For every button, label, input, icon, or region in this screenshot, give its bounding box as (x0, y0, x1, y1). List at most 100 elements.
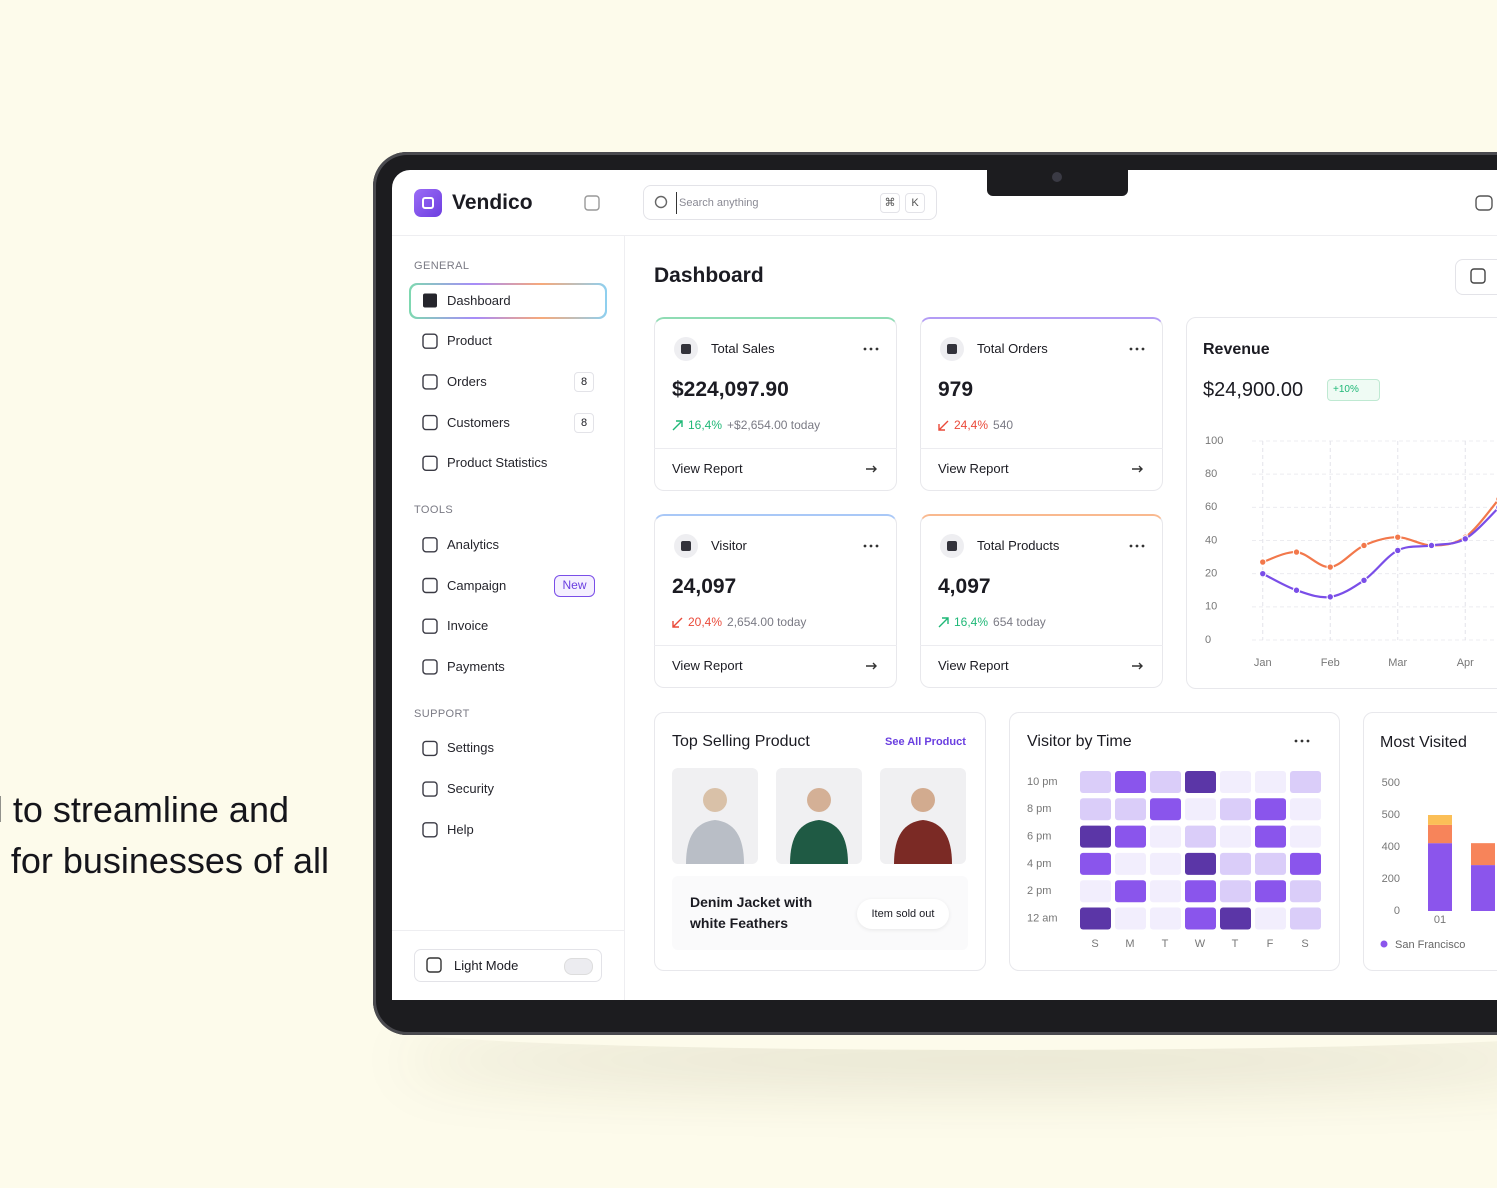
stat-link[interactable]: View Report (672, 461, 743, 476)
stat-change-row: 16,4% 654 today (938, 612, 1046, 632)
shortcut-key: ⌘ (880, 193, 900, 213)
page-title: Dashboard (654, 264, 764, 287)
brand: Vendico (452, 191, 533, 214)
revenue-badge: +10% (1327, 379, 1380, 401)
nav-item[interactable]: Security (447, 781, 494, 797)
nav-item[interactable]: Orders (447, 373, 487, 389)
search-box[interactable] (643, 185, 937, 220)
nav-badge: 8 (574, 412, 594, 433)
trend-arrow (938, 616, 949, 627)
icon-shape (422, 455, 438, 471)
heatmap-title: Visitor by Time (1027, 733, 1132, 750)
filter-button[interactable] (1455, 259, 1497, 295)
nav-item[interactable]: Campaign (447, 577, 507, 593)
nav-badge-new: New (554, 574, 595, 597)
revenue-value: $24,900.00 (1203, 379, 1304, 401)
stat-change-row: 20,4% 2,654.00 today (672, 612, 806, 632)
icon-shape (422, 618, 438, 634)
nav-item[interactable]: Payments (447, 658, 505, 674)
logo (414, 189, 442, 217)
toggle-switch[interactable] (564, 958, 593, 975)
icon (422, 333, 438, 349)
stat-card[interactable] (920, 317, 1163, 491)
stat-divider (920, 645, 1163, 646)
revenue-title: Revenue (1203, 341, 1270, 358)
product-name: Denim Jacket with white Feathers (690, 894, 813, 931)
stat-divider (654, 448, 897, 449)
trend-arrow-shape (938, 420, 949, 431)
icon-shape (584, 195, 600, 211)
message-icon (1475, 195, 1493, 211)
stat-icon (940, 534, 964, 558)
icon-shape (422, 577, 438, 594)
icon (422, 414, 438, 431)
sidebar-divider (624, 236, 625, 1000)
nav-item[interactable]: Analytics (447, 536, 500, 552)
icon-shape (422, 659, 438, 675)
product-status: Item sold out (857, 899, 949, 929)
nav-item[interactable]: Product Statistics (447, 455, 548, 471)
icon-shape (422, 333, 438, 349)
theme-toggle-label: Light Mode (454, 958, 519, 973)
stat-detail: 654 today (993, 615, 1046, 629)
section-label: TOOLS (414, 504, 454, 517)
trend-arrow (672, 617, 683, 628)
product-image[interactable] (880, 768, 966, 864)
icon (422, 374, 438, 390)
trend-arrow (938, 420, 949, 431)
icon (422, 537, 438, 553)
nav-item[interactable]: Invoice (447, 618, 489, 634)
nav-item[interactable]: Customers (447, 414, 510, 430)
stat-title: Total Sales (711, 341, 775, 356)
stat-link[interactable]: View Report (938, 461, 1009, 476)
nav-item[interactable]: Product (447, 333, 492, 349)
stat-icon (674, 337, 698, 361)
product-image[interactable] (672, 768, 758, 864)
nav-item[interactable]: Dashboard (447, 292, 511, 308)
nav-item[interactable]: Settings (447, 740, 494, 756)
icon (584, 195, 600, 211)
trend-arrow (672, 419, 683, 430)
shortcut-key: K (905, 193, 925, 213)
stat-link[interactable]: View Report (672, 658, 743, 673)
screen: Vendico Search anything ⌘ K GENERAL Dashboard… (392, 170, 1497, 1000)
sidebar-bottom-divider (392, 930, 624, 931)
marketing-line: l to streamline and (0, 789, 289, 830)
trend-arrow-shape (672, 617, 683, 628)
trend-arrow-shape (672, 419, 683, 430)
stat-divider (920, 448, 1163, 449)
stat-divider (654, 645, 897, 646)
stat-change: 16,4% (688, 418, 723, 432)
stat-change-row: 16,4% +$2,654.00 today (672, 415, 820, 435)
icon (422, 822, 438, 838)
stat-title: Total Orders (977, 341, 1048, 356)
camera (1052, 172, 1062, 182)
app: Vendico Search anything ⌘ K GENERAL Dashboard… (392, 170, 1497, 1000)
trend-arrow-shape (938, 616, 949, 627)
header-divider (392, 235, 1497, 236)
stat-value: 979 (938, 378, 974, 401)
stat-title: Total Products (977, 538, 1060, 553)
product-image[interactable] (776, 768, 862, 864)
stat-value: 4,097 (938, 575, 991, 598)
top-selling-link[interactable]: See All Product (885, 736, 966, 748)
icon-shape (422, 822, 438, 838)
stat-icon (674, 534, 698, 558)
icon-shape (422, 374, 438, 390)
logo-mark (422, 197, 434, 209)
search-placeholder: Search anything (676, 192, 759, 214)
stat-change: 16,4% (954, 615, 989, 629)
icon-shape (422, 537, 438, 553)
stat-icon (940, 337, 964, 361)
marketing-line: for businesses of all (10, 840, 329, 881)
stat-change: 24,4% (954, 418, 989, 432)
stat-change-row: 24,4% 540 (938, 415, 1013, 435)
stat-title: Visitor (711, 538, 747, 553)
theme-toggle-box[interactable] (414, 949, 602, 982)
icon-shape (422, 781, 438, 797)
nav-item[interactable]: Help (447, 821, 474, 837)
section-label: SUPPORT (414, 707, 470, 720)
stat-link[interactable]: View Report (938, 658, 1009, 673)
active-item[interactable] (411, 284, 605, 317)
